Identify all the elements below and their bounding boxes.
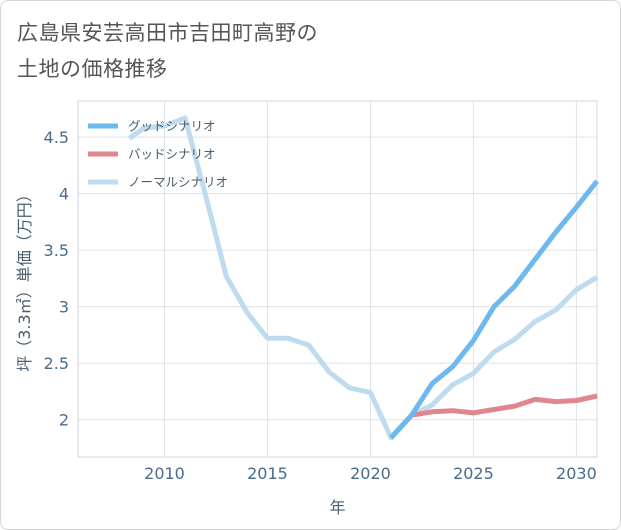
x-axis-label: 年 — [329, 498, 345, 517]
y-tick-label: 4.5 — [44, 128, 69, 147]
x-tick-label: 2030 — [556, 464, 597, 483]
series-line-0 — [389, 179, 599, 440]
x-tick-label: 2020 — [350, 464, 391, 483]
x-tick-label: 2025 — [453, 464, 494, 483]
series-layer — [128, 115, 599, 441]
series-line-1 — [389, 393, 598, 440]
x-tick-label: 2015 — [247, 464, 288, 483]
y-tick-labels: 2 2.5 3 3.5 4 4.5 — [44, 128, 69, 430]
y-axis-label: 坪（3.3㎡）単価（万円） — [15, 186, 34, 371]
x-tick-labels: 2010 2015 2020 2025 2030 — [144, 464, 597, 483]
chart-title-line1: 広島県安芸高田市吉田町高野の — [17, 21, 318, 45]
chart-title: 広島県安芸高田市吉田町高野の 土地の価格推移 — [17, 15, 437, 87]
y-tick-label: 2 — [59, 411, 69, 430]
y-tick-label: 4 — [59, 185, 69, 204]
legend-label: バッドシナリオ — [128, 147, 216, 162]
chart-title-line2: 土地の価格推移 — [17, 57, 168, 81]
y-tick-label: 2.5 — [44, 354, 69, 373]
y-tick-label: 3.5 — [44, 241, 69, 260]
x-tick-label: 2010 — [144, 464, 185, 483]
y-tick-label: 3 — [59, 298, 69, 317]
series-line-2 — [128, 115, 599, 441]
legend-label: ノーマルシナリオ — [128, 175, 228, 190]
grid-lines — [78, 101, 597, 457]
legend-label: グッドシナリオ — [128, 119, 216, 134]
